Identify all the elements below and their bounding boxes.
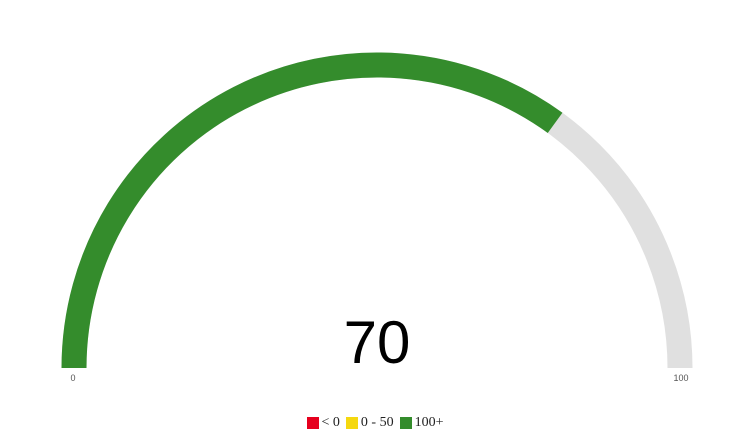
legend-swatch-yellow [345, 417, 358, 429]
gauge-value-label: 70 [344, 309, 411, 376]
legend-swatch-red [306, 417, 319, 429]
legend-label: 100+ [414, 415, 444, 430]
legend-item-hundred-plus: 100+ [399, 415, 444, 431]
gauge-min-label: 0 [70, 373, 75, 383]
legend-swatch-green [399, 417, 412, 429]
gauge-value-arc [61, 52, 563, 369]
legend-item-below-zero: < 0 [306, 415, 340, 431]
legend-label: 0 - 50 [360, 415, 394, 430]
legend-label: < 0 [321, 415, 340, 430]
gauge-max-label: 100 [673, 373, 688, 383]
legend-item-zero-to-fifty: 0 - 50 [345, 415, 394, 431]
legend: < 0 0 - 50 100+ [0, 415, 750, 431]
